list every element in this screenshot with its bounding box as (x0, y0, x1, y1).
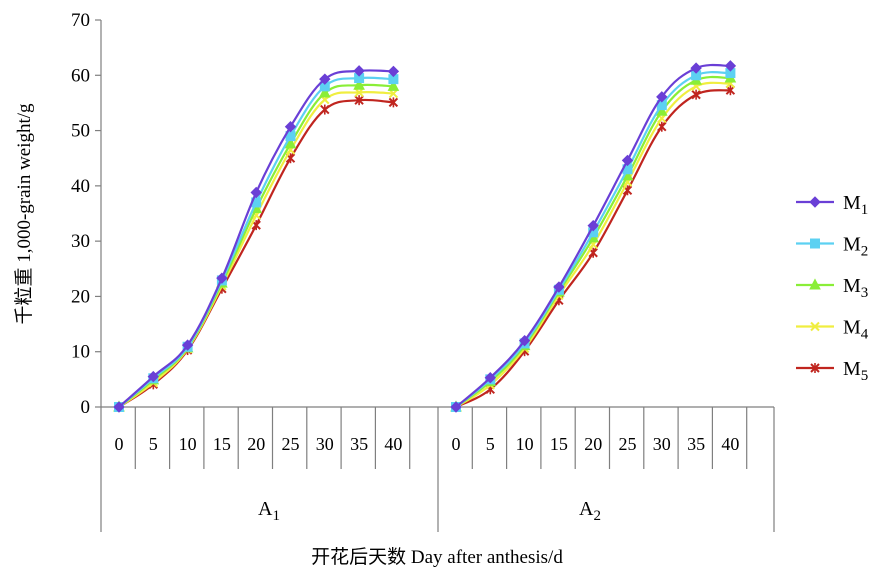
y-tick-label: 20 (71, 286, 90, 307)
data-point (450, 401, 462, 413)
series-M3 (113, 71, 737, 412)
x-tick-label: 5 (149, 434, 158, 454)
legend-label: M1 (843, 192, 868, 218)
series-line (118, 90, 394, 408)
series-line (118, 76, 394, 408)
legend-marker (809, 278, 821, 290)
y-tick-label: 40 (71, 176, 90, 197)
data-point (354, 87, 364, 98)
x-tick-label: 0 (115, 434, 124, 454)
data-point (353, 65, 365, 77)
legend-marker (810, 363, 820, 373)
x-tick-label: 40 (384, 434, 402, 454)
data-point (147, 370, 160, 383)
x-tick-label: 30 (653, 434, 671, 454)
group-label: A2 (579, 498, 601, 524)
x-tick-label: 0 (452, 434, 461, 454)
x-tick-label: 20 (247, 434, 265, 454)
data-point (113, 401, 125, 413)
data-point (250, 186, 262, 199)
data-point (320, 104, 330, 115)
series-M1 (113, 60, 737, 413)
y-tick-label: 0 (81, 397, 91, 418)
series-M4 (114, 78, 736, 412)
data-point (518, 334, 531, 347)
x-axis-title: 开花后天数 Day after anthesis/d (311, 546, 563, 568)
data-point (387, 65, 400, 78)
y-axis-title: 千粒重 1,000-grain weight/g (13, 103, 35, 325)
x-tick-label: 30 (316, 434, 334, 454)
legend-item: M2 (796, 234, 868, 260)
y-tick-label: 60 (71, 65, 90, 86)
data-point (388, 88, 399, 99)
x-tick-label: 15 (213, 434, 231, 454)
y-tick-label: 10 (71, 342, 90, 363)
legend: M1 M2 M3 M4 M5 (796, 192, 869, 384)
data-point (216, 272, 228, 284)
legend-label: M2 (843, 234, 868, 260)
data-point (319, 73, 331, 85)
data-point (181, 339, 194, 351)
series-layer (113, 60, 737, 413)
y-tick-label: 50 (71, 121, 90, 142)
data-point (587, 219, 599, 232)
legend-item: M4 (796, 317, 869, 343)
legend-marker (809, 196, 821, 208)
data-point (656, 91, 668, 103)
legend-item: M5 (796, 358, 868, 384)
legend-marker (810, 238, 820, 249)
legend-item: M1 (796, 192, 868, 218)
labels-layer: 0 10 20 30 40 50 60 70 0 5 10 15 20 25 30 35 40 0 5 10 15 20 2… (13, 10, 739, 568)
data-point (621, 154, 634, 167)
group-label: A1 (258, 498, 280, 524)
data-point (353, 78, 365, 90)
legend-label: M4 (843, 317, 869, 343)
x-tick-label: 10 (516, 434, 534, 454)
legend-marker (810, 321, 820, 332)
legend-item: M3 (796, 275, 868, 301)
data-point (690, 62, 702, 74)
data-point (318, 86, 331, 98)
y-tick-label: 70 (71, 10, 90, 31)
x-tick-label: 10 (179, 434, 197, 454)
data-point (284, 137, 297, 149)
data-point (388, 97, 399, 108)
data-point (354, 95, 364, 106)
x-tick-label: 5 (486, 434, 495, 454)
x-tick-label: 20 (584, 434, 602, 454)
x-tick-label: 25 (619, 434, 637, 454)
y-tick-label: 30 (71, 231, 90, 252)
data-point (484, 371, 497, 384)
data-point (387, 79, 400, 91)
x-tick-label: 25 (282, 434, 300, 454)
legend-label: M5 (843, 358, 868, 384)
data-point (724, 60, 737, 72)
data-point (691, 89, 701, 100)
data-point (284, 120, 297, 133)
x-tick-label: 35 (350, 434, 368, 454)
x-tick-label: 35 (687, 434, 705, 454)
series-line (118, 98, 394, 408)
series-M2 (114, 68, 736, 412)
x-tick-label: 15 (550, 434, 568, 454)
series-line (118, 69, 394, 408)
x-tick-label: 40 (721, 434, 739, 454)
axes-layer (95, 19, 775, 532)
data-point (553, 281, 565, 293)
series-line (118, 83, 394, 408)
legend-label: M3 (843, 275, 868, 301)
